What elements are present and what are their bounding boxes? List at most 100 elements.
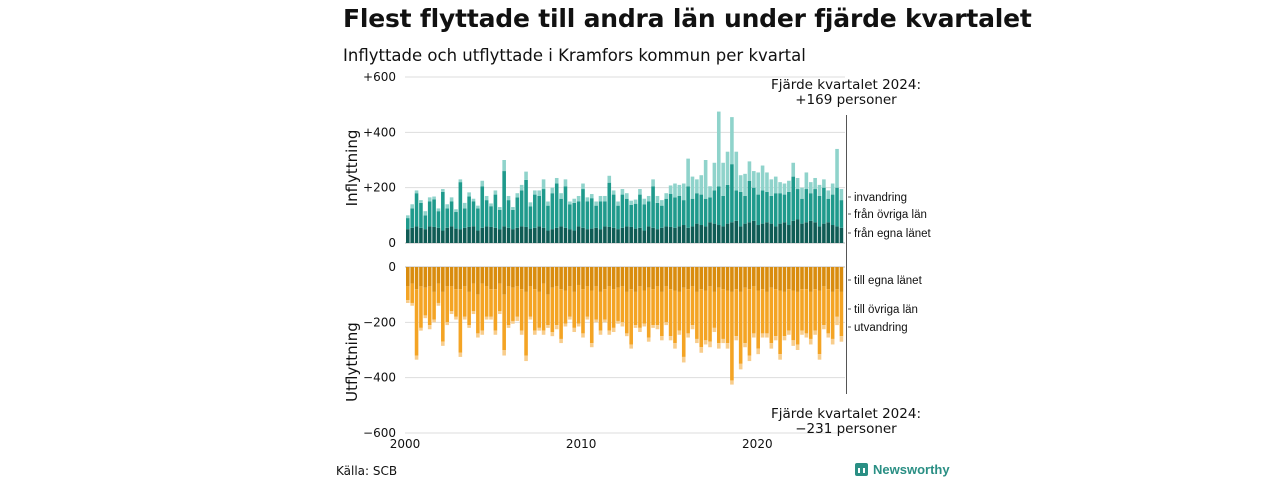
bar-in-1 xyxy=(787,191,791,226)
bar-in-1 xyxy=(660,205,664,228)
bar-out-2 xyxy=(568,316,572,320)
bar-out-1 xyxy=(813,289,817,331)
bar-in-0 xyxy=(528,228,533,243)
bar-out-0 xyxy=(476,267,480,295)
bar-in-2 xyxy=(782,183,787,195)
bar-out-1 xyxy=(638,286,642,328)
bar-out-1 xyxy=(506,286,511,326)
bar-out-1 xyxy=(572,291,577,328)
bar-in-0 xyxy=(822,223,826,243)
bar-in-1 xyxy=(817,195,822,227)
bar-out-0 xyxy=(427,267,432,287)
bar-in-0 xyxy=(441,230,445,243)
bar-in-2 xyxy=(546,201,550,206)
bar-out-1 xyxy=(616,287,620,321)
bar-in-2 xyxy=(497,207,502,210)
bar-out-2 xyxy=(546,325,550,328)
bar-out-2 xyxy=(638,327,642,333)
bar-in-2 xyxy=(476,205,480,209)
x-tick-label: 2010 xyxy=(566,437,597,451)
bar-out-2 xyxy=(576,323,581,327)
bar-in-2 xyxy=(725,151,730,185)
bar-in-1 xyxy=(835,187,839,227)
bar-out-1 xyxy=(695,291,699,339)
bar-in-0 xyxy=(550,229,555,243)
bar-out-1 xyxy=(791,290,796,341)
bar-in-0 xyxy=(497,229,502,243)
bar-in-2 xyxy=(668,185,673,194)
bar-in-0 xyxy=(546,230,550,243)
bar-in-2 xyxy=(436,208,441,212)
bar-out-0 xyxy=(471,267,476,284)
bar-out-2 xyxy=(427,325,432,330)
bar-out-2 xyxy=(646,337,651,342)
bar-in-1 xyxy=(646,201,651,227)
bar-in-1 xyxy=(681,200,686,226)
bar-out-2 xyxy=(664,322,669,326)
bar-in-1 xyxy=(791,176,796,221)
bar-out-0 xyxy=(826,267,831,290)
y-tick-label-out: −400 xyxy=(363,371,396,385)
bar-out-2 xyxy=(721,338,725,344)
bar-in-2 xyxy=(708,186,712,198)
legend-label-in: från egna länet xyxy=(854,228,932,240)
bar-in-1 xyxy=(585,201,590,230)
bar-out-2 xyxy=(839,336,844,342)
bar-in-0 xyxy=(563,227,568,243)
bar-in-0 xyxy=(620,227,625,243)
bar-in-2 xyxy=(462,202,467,209)
bar-in-1 xyxy=(730,164,734,223)
bar-out-0 xyxy=(668,267,673,290)
bar-in-0 xyxy=(703,226,708,243)
bar-in-2 xyxy=(765,172,769,192)
bar-in-0 xyxy=(502,226,506,243)
bar-out-1 xyxy=(730,291,734,381)
bar-out-0 xyxy=(462,267,467,287)
bar-in-0 xyxy=(449,226,454,243)
bar-out-0 xyxy=(664,267,669,287)
bar-in-2 xyxy=(690,176,695,199)
bar-out-1 xyxy=(515,286,520,317)
bar-out-0 xyxy=(467,267,471,292)
bar-in-2 xyxy=(752,171,756,188)
bar-out-0 xyxy=(406,267,410,287)
bar-in-1 xyxy=(782,194,787,223)
bar-out-1 xyxy=(533,289,537,331)
bar-out-1 xyxy=(708,286,712,342)
bar-in-2 xyxy=(773,176,778,194)
bar-in-2 xyxy=(769,179,774,196)
bar-out-1 xyxy=(414,289,419,356)
bar-in-1 xyxy=(502,171,506,227)
bar-in-0 xyxy=(419,227,423,243)
bar-out-2 xyxy=(458,352,463,357)
bar-out-0 xyxy=(716,267,721,288)
bar-out-1 xyxy=(660,291,664,337)
bar-in-1 xyxy=(695,193,699,224)
bar-out-0 xyxy=(638,267,642,287)
bar-out-0 xyxy=(489,267,493,290)
bar-in-0 xyxy=(493,227,498,243)
bar-out-2 xyxy=(734,336,739,341)
bar-out-2 xyxy=(660,336,664,341)
bar-in-1 xyxy=(493,194,498,228)
bar-in-0 xyxy=(506,227,511,243)
bar-in-2 xyxy=(568,201,572,205)
bar-out-0 xyxy=(782,267,787,292)
bar-out-0 xyxy=(712,267,717,292)
bar-out-2 xyxy=(695,338,699,344)
bar-out-1 xyxy=(800,289,804,331)
bar-out-2 xyxy=(550,332,555,337)
bar-in-1 xyxy=(563,186,568,228)
bar-out-1 xyxy=(432,291,436,320)
bar-in-0 xyxy=(432,226,436,243)
bar-out-0 xyxy=(441,267,445,292)
bar-in-0 xyxy=(795,219,800,243)
bar-out-0 xyxy=(585,267,590,287)
source-note: Källa: SCB xyxy=(336,464,398,478)
bar-in-2 xyxy=(633,199,638,204)
bar-out-1 xyxy=(594,286,598,320)
bar-in-0 xyxy=(515,227,520,243)
bar-out-0 xyxy=(576,267,581,285)
bar-in-1 xyxy=(550,193,555,230)
bar-in-1 xyxy=(441,191,445,231)
